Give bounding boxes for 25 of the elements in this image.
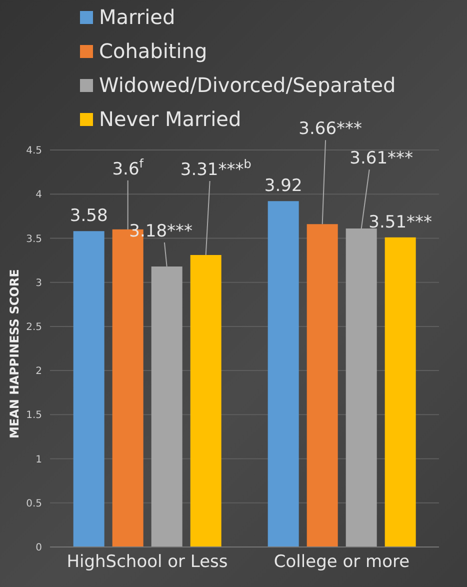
y-tick-label: 2.5: [26, 322, 42, 333]
y-tick-label: 3.5: [26, 234, 42, 245]
data-label: 3.92: [264, 176, 302, 196]
y-tick-label: 2: [36, 366, 42, 378]
x-tick-label: HighSchool or Less: [66, 552, 228, 572]
data-label: 3.51***: [368, 212, 432, 232]
data-label: 3.18***: [129, 221, 193, 242]
y-axis-title: MEAN HAPPINESS SCORE: [7, 269, 22, 438]
data-label: 3.31***$^{b}$: [180, 156, 252, 180]
data-label: 3.61***: [350, 148, 414, 169]
y-tick-label: 1: [36, 454, 42, 466]
x-tick-label: College or more: [274, 552, 410, 572]
y-tick-label: 0.5: [26, 498, 42, 510]
legend-label: Cohabiting: [99, 39, 208, 63]
y-tick-label: 1.5: [26, 410, 42, 422]
legend-label: Married: [99, 5, 176, 29]
y-tick-label: 4.5: [26, 146, 42, 157]
y-tick-label: 0: [36, 542, 42, 554]
data-label: 3.6$^{f}$: [112, 156, 144, 180]
legend-label: Widowed/Divorced/Separated: [99, 73, 396, 97]
y-tick-label: 3: [36, 278, 42, 289]
legend-label: Never Married: [99, 107, 242, 131]
data-label: 3.58: [70, 206, 108, 226]
y-tick-label: 4: [36, 190, 42, 201]
data-label: 3.66***: [298, 119, 362, 140]
